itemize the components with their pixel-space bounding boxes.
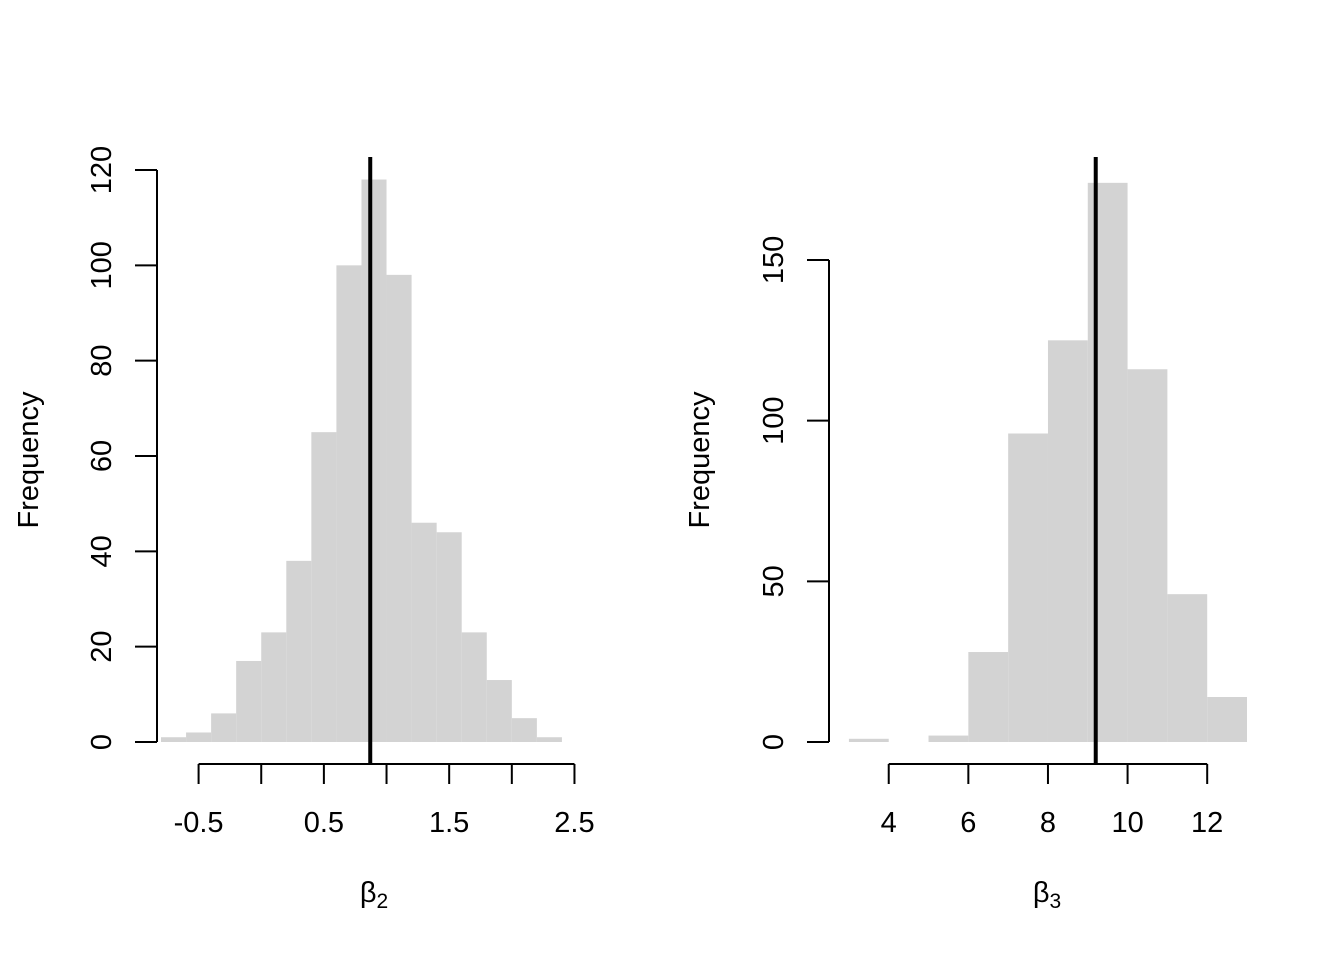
x-tick-label: 2.5 [554, 807, 594, 839]
histogram-bar [211, 713, 237, 742]
y-axis-title: Frequency [684, 391, 716, 529]
histogram-bar [161, 737, 187, 742]
y-axis-title: Frequency [13, 391, 45, 529]
y-tick-label: 40 [86, 535, 118, 567]
histogram-bar [361, 179, 387, 743]
y-tick-label: 100 [758, 396, 790, 444]
x-tick-label: 10 [1111, 807, 1143, 839]
histogram-bar [536, 737, 562, 742]
x-axis-title: β2 [360, 877, 388, 913]
y-tick-label: 50 [758, 565, 790, 597]
y-tick-label: 150 [758, 236, 790, 284]
y-tick-label: 60 [86, 440, 118, 472]
histogram-bar [1008, 433, 1048, 742]
histogram-bar [236, 660, 262, 742]
histogram-bar [261, 632, 287, 742]
histogram-bar [511, 718, 537, 742]
y-tick-label: 100 [86, 241, 118, 289]
histogram-bar [386, 274, 412, 742]
histogram-bar [486, 680, 512, 742]
histogram-bar [1167, 594, 1208, 742]
x-tick-label: 6 [960, 807, 976, 839]
x-tick-label: 12 [1191, 807, 1223, 839]
histogram-bar [461, 632, 487, 742]
x-tick-label: 4 [881, 807, 897, 839]
y-tick-label: 0 [86, 734, 118, 750]
histogram-bar [411, 522, 437, 742]
histogram-bar [848, 738, 889, 742]
histogram-bar [286, 560, 312, 742]
histogram-bar [928, 735, 969, 742]
x-axis-title: β3 [1033, 877, 1061, 913]
histogram-beta3: 0 50 100 150 4 6 8 10 12 Frequency β3 [684, 157, 1247, 913]
x-axis-title-symbol: β [1033, 877, 1050, 909]
histogram-bar [1207, 697, 1247, 742]
histogram-bar [186, 732, 212, 742]
y-tick-label: 80 [86, 345, 118, 377]
y-tick-label: 120 [86, 146, 118, 194]
x-tick-label: -0.5 [174, 807, 224, 839]
histogram-bar [336, 265, 362, 742]
x-tick-label: 1.5 [429, 807, 469, 839]
histogram-beta2: 0 20 40 60 80 100 120 -0.5 0.5 1.5 2.5 Frequency β2 [13, 146, 595, 913]
y-tick-label: 0 [758, 734, 790, 750]
histogram-bar [1127, 369, 1168, 742]
histogram-bar [436, 532, 462, 742]
x-axis-title-subscript: 3 [1050, 890, 1062, 913]
histogram-bar [311, 432, 337, 742]
y-tick-label: 20 [86, 631, 118, 663]
x-axis-title-subscript: 2 [377, 890, 389, 913]
histogram-bar [1047, 340, 1088, 742]
x-axis-title-symbol: β [360, 877, 377, 909]
histogram-bar [968, 652, 1009, 742]
x-tick-label: 8 [1040, 807, 1056, 839]
x-tick-label: 0.5 [304, 807, 344, 839]
